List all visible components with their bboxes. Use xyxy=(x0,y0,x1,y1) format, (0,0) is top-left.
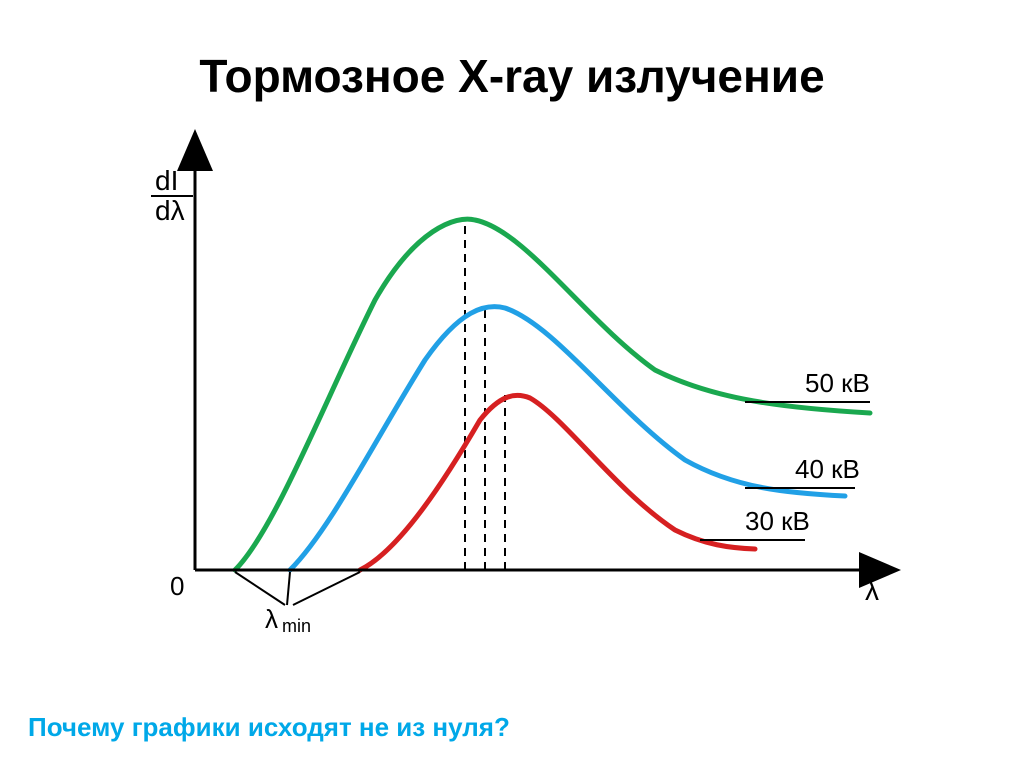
question-text: Почему графики исходят не из нуля? xyxy=(28,712,510,743)
chart-container: 50 кВ40 кВ30 кВdIdλλ0λmin xyxy=(145,160,905,630)
slide: Тормозное X-ray излучение 50 кВ 40 кВ 30 к… xyxy=(0,0,1024,767)
origin-label: 0 xyxy=(170,571,184,601)
label-50kV: 50 кВ xyxy=(805,368,870,398)
slide-title: Тормозное X-ray излучение xyxy=(0,49,1024,103)
ylabel-denominator: dλ xyxy=(155,195,185,226)
lambda-min-sub: min xyxy=(282,616,311,636)
chart-svg: 50 кВ40 кВ30 кВdIdλλ0λmin xyxy=(145,160,905,630)
xlabel: λ xyxy=(865,575,879,606)
label-30kV: 30 кВ xyxy=(745,506,810,536)
lambda-min-arm-0 xyxy=(235,572,285,605)
ylabel-numerator: dI xyxy=(155,165,178,196)
curve-30kV xyxy=(360,395,755,570)
lambda-min-label: λ xyxy=(265,604,278,634)
lambda-min-arm-2 xyxy=(293,572,360,605)
label-40kV: 40 кВ xyxy=(795,454,860,484)
lambda-min-arm-1 xyxy=(287,572,290,605)
